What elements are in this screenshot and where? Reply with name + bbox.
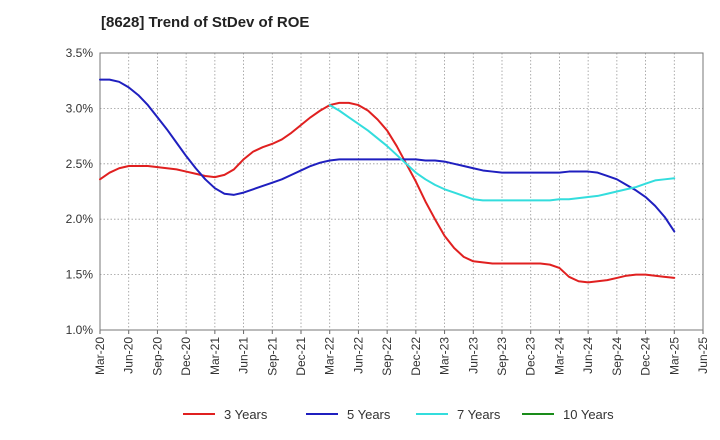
x-tick-label: Dec-20 [179,337,193,376]
x-tick-label: Sep-23 [495,337,509,376]
legend-item-7-years: 7 Years [416,407,501,422]
x-tick-label: Jun-23 [466,337,480,374]
grid-lines [100,53,703,330]
series-line-5-years [99,78,676,233]
axes: 1.0% 1.5% 2.0% 2.5% 3.0% 3.5% Mar-20 Jun-20 Sep-… [66,46,710,376]
y-tick-label: 2.0% [66,212,94,226]
x-tick-label: Dec-21 [294,337,308,376]
series-line-3-years [99,101,676,284]
legend-label: 10 Years [563,407,614,422]
legend-item-10-years: 10 Years [522,407,614,422]
legend-label: 7 Years [457,407,501,422]
x-tick-label: Jun-24 [581,337,595,374]
y-tick-label: 2.5% [66,157,94,171]
x-tick-label: Jun-20 [122,337,136,374]
x-tick-label: Dec-22 [409,337,423,376]
x-tick-label: Mar-21 [208,337,222,375]
legend-label: 5 Years [347,407,391,422]
x-tick-label: Sep-20 [150,337,164,376]
y-tick-label: 3.5% [66,46,94,60]
x-tick-label: Dec-23 [524,337,538,376]
legend: 3 Years 5 Years 7 Years 10 Years [183,407,614,422]
legend-label: 3 Years [224,407,268,422]
x-tick-label: Jun-21 [237,337,251,374]
x-tick-label: Sep-24 [610,337,624,376]
series-lines [99,78,676,284]
x-tick-label: Mar-23 [438,337,452,375]
x-tick-label: Dec-24 [639,337,653,376]
x-tick-label: Sep-21 [265,337,279,376]
y-tick-label: 3.0% [66,101,94,115]
x-tick-label: Mar-20 [93,337,107,375]
plot-frame [99,52,704,331]
x-tick-label: Jun-22 [351,337,365,374]
y-tick-label: 1.0% [66,323,94,337]
legend-item-5-years: 5 Years [306,407,391,422]
x-tick-label: Jun-25 [696,337,710,374]
series-line-7-years [328,104,676,202]
x-tick-label: Mar-24 [552,337,566,375]
x-tick-label: Mar-22 [323,337,337,375]
x-tick-label: Mar-25 [667,337,681,375]
legend-item-3-years: 3 Years [183,407,268,422]
x-tick-label: Sep-22 [380,337,394,376]
y-tick-label: 1.5% [66,268,94,282]
chart-title: [8628] Trend of StDev of ROE [101,14,310,31]
